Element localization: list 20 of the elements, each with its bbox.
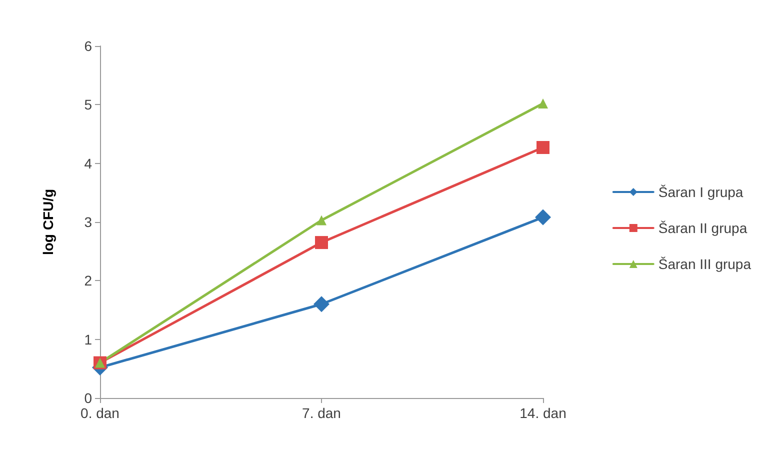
point xyxy=(314,296,330,312)
point xyxy=(315,236,328,250)
legend-label: Šaran I grupa xyxy=(658,184,744,200)
y-tick-label: 3 xyxy=(84,214,92,230)
legend-label: Šaran III grupa xyxy=(658,256,752,272)
x-tick-label: 0. dan xyxy=(80,405,120,421)
y-tick-label: 1 xyxy=(84,331,92,348)
point xyxy=(536,140,550,154)
y-tick-label: 2 xyxy=(84,272,92,289)
legend-label: Šaran II grupa xyxy=(658,220,748,236)
point xyxy=(538,98,548,108)
x-tick-label: 14. dan xyxy=(520,405,566,421)
point xyxy=(535,209,551,226)
y-tick-label: 4 xyxy=(84,155,92,172)
y-axis-title: log CFU/g xyxy=(40,188,56,256)
point xyxy=(316,215,326,226)
y-tick-label: 6 xyxy=(84,38,92,54)
x-tick-label: 7. dan xyxy=(302,405,341,421)
y-tick-label: 5 xyxy=(84,96,92,113)
y-tick-label: 0 xyxy=(84,390,92,406)
